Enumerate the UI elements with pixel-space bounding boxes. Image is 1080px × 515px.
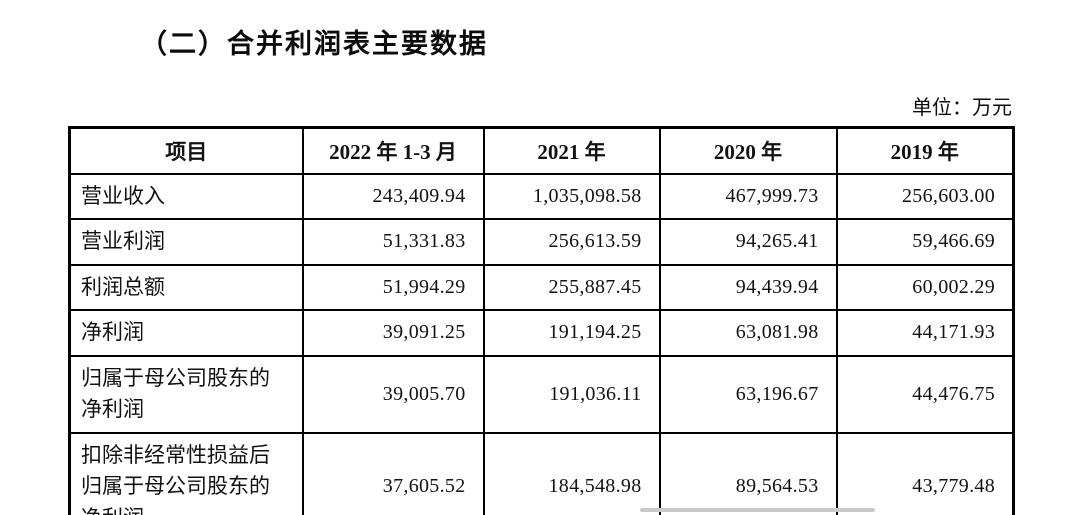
section-title: （二）合并利润表主要数据 [140,29,488,59]
row-label: 净利润 [68,309,304,357]
value-cell: 255,887.45 [482,263,661,311]
unit-label: 单位：万元 [912,97,1012,119]
row-label: 营业收入 [68,172,304,220]
table-row-net-profit-parent: 归属于母公司股东的净利润 39,005.70 191,036.11 63,196… [68,354,1015,434]
value-cell: 1,035,098.58 [482,172,661,220]
value-cell: 243,409.94 [301,172,485,220]
value-cell: 37,605.52 [301,431,485,515]
value-cell: 184,548.98 [482,431,661,515]
value-cell: 59,466.69 [835,218,1015,266]
value-cell: 63,081.98 [658,309,838,357]
row-label: 扣除非经常性损益后归属于母公司股东的净利润 [68,431,304,515]
value-cell: 51,331.83 [301,218,485,266]
column-header-item: 项目 [68,126,304,175]
table-row-operating-profit: 营业利润 51,331.83 256,613.59 94,265.41 59,4… [68,218,1015,266]
value-cell: 94,439.94 [658,263,838,311]
value-cell: 44,171.93 [835,309,1015,357]
value-cell: 51,994.29 [301,263,485,311]
value-cell: 89,564.53 [658,431,838,515]
column-header-2022q1: 2022 年 1-3 月 [301,126,485,175]
row-label: 营业利润 [68,218,304,266]
value-cell: 63,196.67 [658,354,838,434]
row-label: 归属于母公司股东的净利润 [68,354,304,434]
scan-artifact-line [640,508,875,512]
column-header-2021: 2021 年 [482,126,661,175]
column-header-2019: 2019 年 [835,126,1015,175]
value-cell: 467,999.73 [658,172,838,220]
table-row-net-profit-parent-excl-nonrecurring: 扣除非经常性损益后归属于母公司股东的净利润 37,605.52 184,548.… [68,431,1015,515]
table-row-operating-revenue: 营业收入 243,409.94 1,035,098.58 467,999.73 … [68,172,1015,220]
row-label: 利润总额 [68,263,304,311]
column-header-2020: 2020 年 [658,126,838,175]
value-cell: 256,603.00 [835,172,1015,220]
table-row-net-profit: 净利润 39,091.25 191,194.25 63,081.98 44,17… [68,309,1015,357]
value-cell: 256,613.59 [482,218,661,266]
value-cell: 191,194.25 [482,309,661,357]
table-header-row: 项目 2022 年 1-3 月 2021 年 2020 年 2019 年 [68,126,1015,175]
value-cell: 94,265.41 [658,218,838,266]
value-cell: 39,005.70 [301,354,485,434]
table-row-total-profit: 利润总额 51,994.29 255,887.45 94,439.94 60,0… [68,263,1015,311]
value-cell: 39,091.25 [301,309,485,357]
value-cell: 43,779.48 [835,431,1015,515]
value-cell: 44,476.75 [835,354,1015,434]
value-cell: 60,002.29 [835,263,1015,311]
value-cell: 191,036.11 [482,354,661,434]
income-statement-table: 项目 2022 年 1-3 月 2021 年 2020 年 2019 年 营业收… [68,126,1015,515]
